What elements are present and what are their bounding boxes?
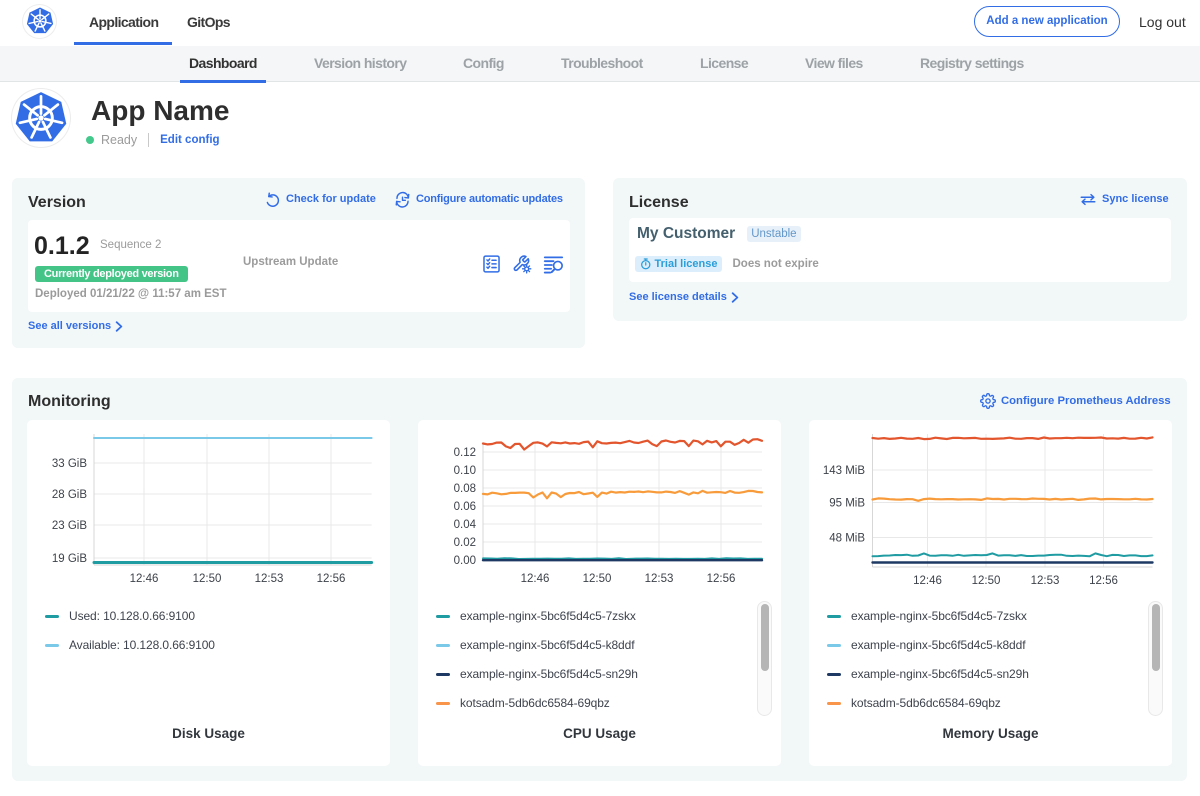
svg-text:12:56: 12:56 [707,573,736,585]
svg-text:12:50: 12:50 [193,573,222,585]
svg-text:0.10: 0.10 [454,465,476,477]
svg-text:95 MiB: 95 MiB [829,498,865,510]
svg-text:23 GiB: 23 GiB [52,520,87,532]
svg-text:12:53: 12:53 [255,573,284,585]
svg-text:0.08: 0.08 [454,483,476,495]
svg-text:12:50: 12:50 [583,573,612,585]
svg-text:28 GiB: 28 GiB [52,489,87,501]
svg-text:12:56: 12:56 [1089,575,1118,587]
svg-text:12:53: 12:53 [1031,575,1060,587]
svg-text:0.02: 0.02 [454,537,476,549]
svg-text:48 MiB: 48 MiB [829,533,865,545]
svg-text:12:56: 12:56 [317,573,346,585]
svg-text:12:46: 12:46 [130,573,159,585]
svg-text:0.06: 0.06 [454,501,476,513]
svg-text:0.04: 0.04 [454,519,477,531]
svg-text:12:53: 12:53 [645,573,674,585]
svg-text:12:46: 12:46 [521,573,550,585]
svg-text:0.00: 0.00 [454,555,476,567]
svg-text:12:50: 12:50 [972,575,1001,587]
svg-text:0.12: 0.12 [454,447,476,459]
svg-text:12:46: 12:46 [913,575,942,587]
svg-text:33 GiB: 33 GiB [52,458,87,470]
svg-text:143 MiB: 143 MiB [823,465,866,477]
svg-text:19 GiB: 19 GiB [52,553,87,565]
